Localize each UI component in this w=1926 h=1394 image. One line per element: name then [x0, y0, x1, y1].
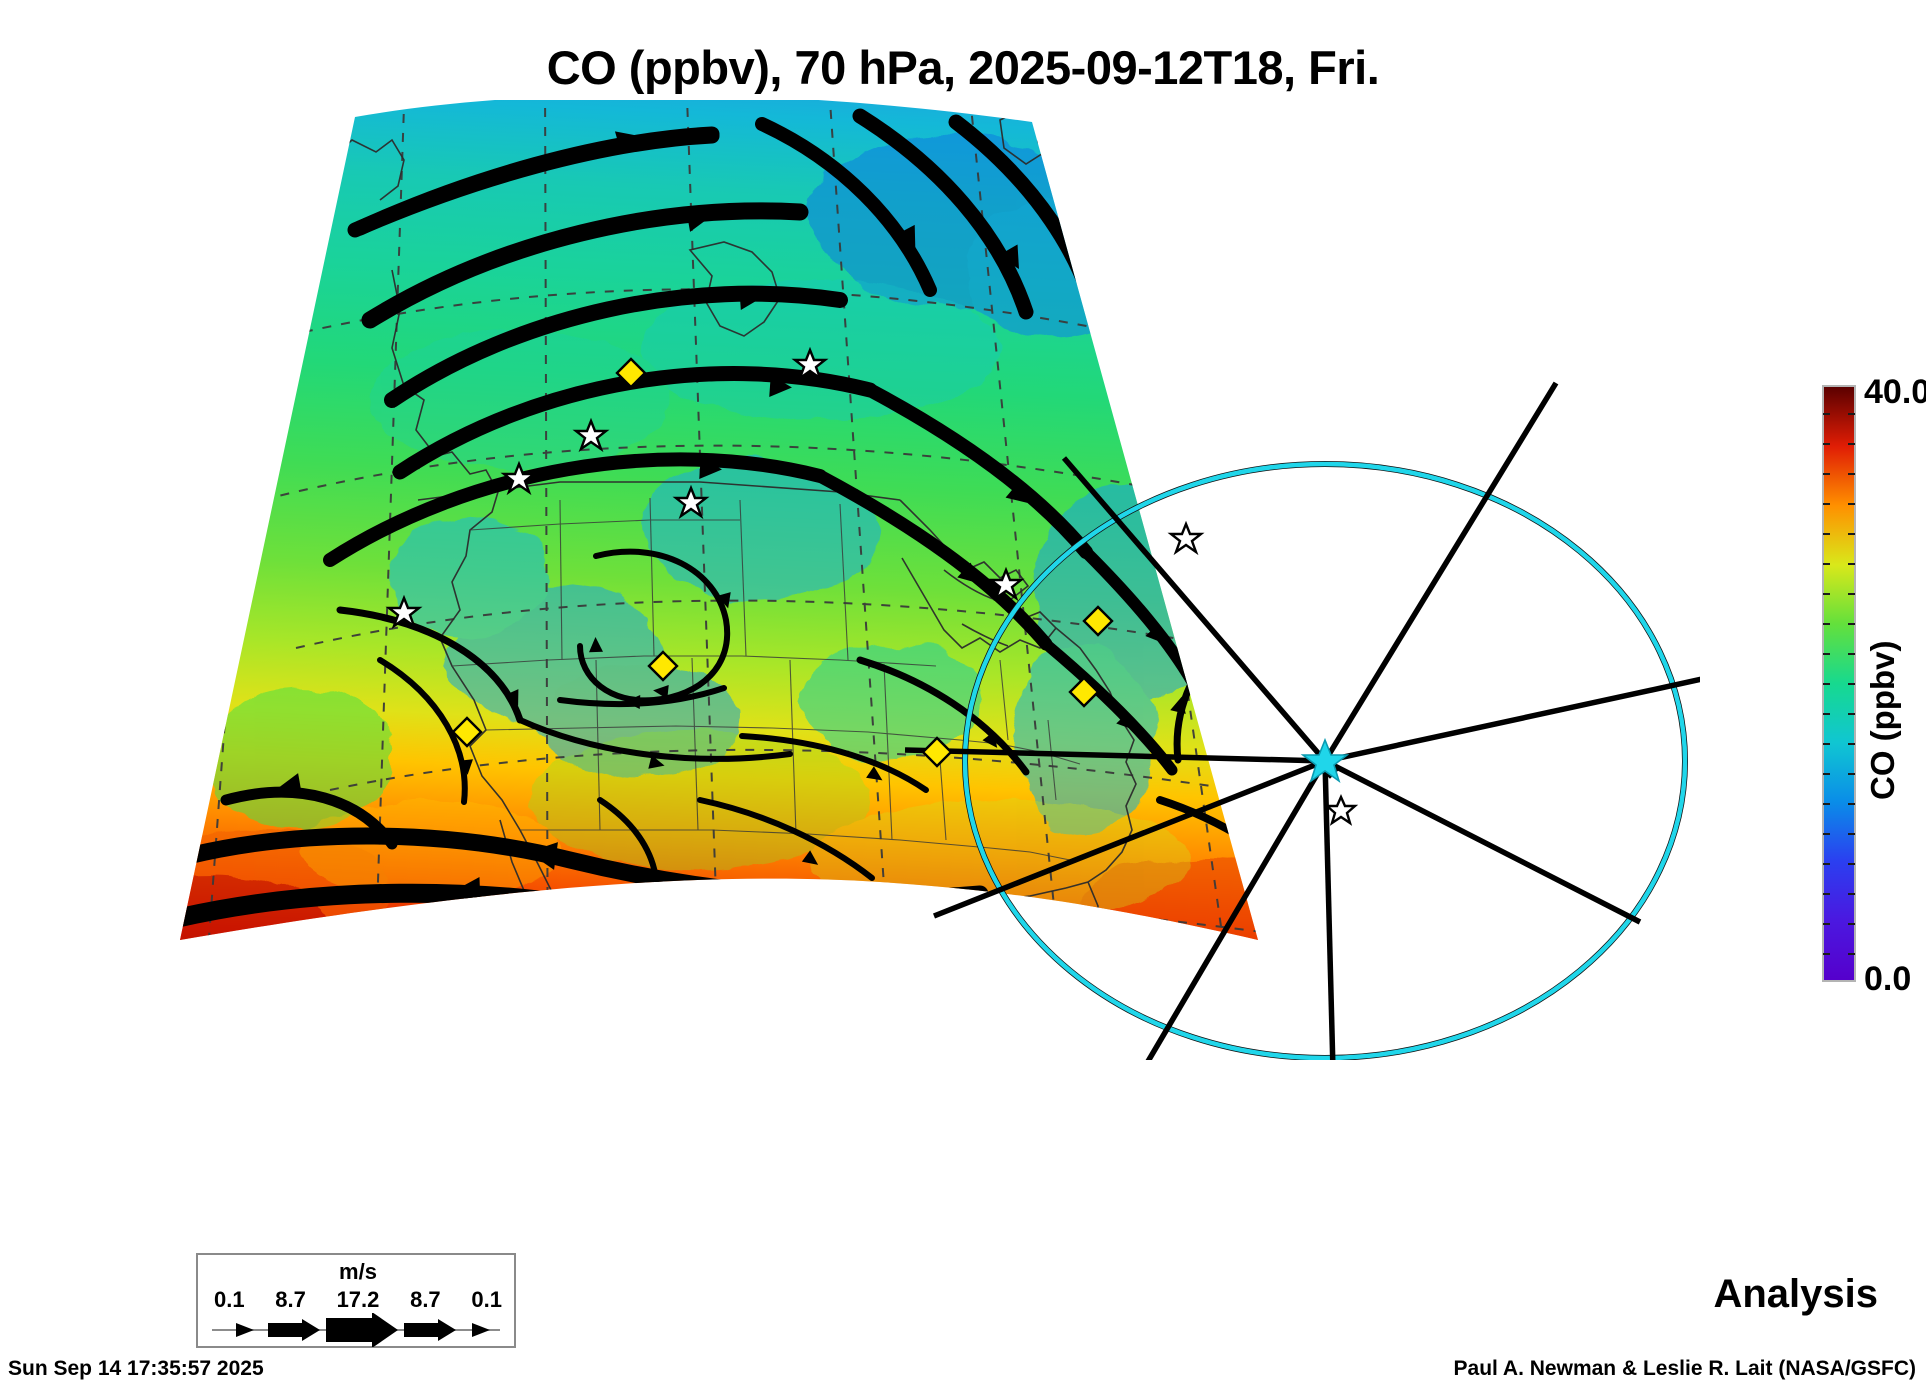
- wind-legend-value: 17.2: [336, 1287, 380, 1312]
- colorbar-max-label: 40.0: [1864, 373, 1926, 411]
- colorbar-ticks: [1822, 385, 1856, 982]
- co-field: [180, 100, 1258, 941]
- wind-legend-value: 8.7: [275, 1287, 306, 1312]
- wind-legend-value: 0.1: [214, 1287, 245, 1312]
- yellow-diamond-marker[interactable]: [1082, 605, 1114, 637]
- wind-speed-legend: m/s 0.1 8.7 17.2 8.7 0.1: [196, 1253, 516, 1348]
- yellow-diamond-marker[interactable]: [451, 716, 483, 748]
- white-star-marker[interactable]: [791, 346, 829, 382]
- yellow-diamond-marker[interactable]: [1068, 676, 1100, 708]
- white-star-marker[interactable]: [987, 566, 1025, 602]
- map-panel[interactable]: [0, 100, 1700, 1060]
- range-radials: [904, 381, 1700, 1060]
- launch-site-star-icon[interactable]: [1300, 737, 1350, 784]
- wind-legend-value: 0.1: [471, 1287, 502, 1312]
- yellow-diamond-marker[interactable]: [615, 357, 647, 389]
- author-credit: Paul A. Newman & Leslie R. Lait (NASA/GS…: [1453, 1357, 1916, 1380]
- page-title: CO (ppbv), 70 hPa, 2025-09-12T18, Fri.: [546, 41, 1380, 94]
- white-star-marker[interactable]: [572, 417, 610, 453]
- range-ring: [962, 461, 1688, 1060]
- wind-legend-unit: m/s: [339, 1259, 377, 1284]
- yellow-diamond-marker[interactable]: [647, 650, 679, 682]
- map-plot[interactable]: [0, 100, 1700, 1060]
- white-star-marker[interactable]: [1323, 794, 1359, 826]
- colorbar-axis-label: CO (ppbv): [1864, 640, 1901, 800]
- range-ring-group: [904, 381, 1700, 1060]
- analysis-label: Analysis: [1713, 1272, 1878, 1316]
- markers[interactable]: [385, 346, 1359, 826]
- generation-timestamp: Sun Sep 14 17:35:57 2025: [8, 1357, 264, 1380]
- yellow-diamond-marker[interactable]: [921, 736, 953, 768]
- white-star-marker[interactable]: [500, 460, 538, 496]
- white-star-marker[interactable]: [385, 594, 423, 630]
- white-star-marker[interactable]: [672, 484, 710, 520]
- wind-legend-arrow-icon: [212, 1313, 500, 1347]
- wind-legend-values: 0.1 8.7 17.2 8.7 0.1: [198, 1287, 518, 1313]
- wind-legend-value: 8.7: [410, 1287, 441, 1312]
- colorbar-min-label: 0.0: [1864, 960, 1912, 998]
- white-star-marker[interactable]: [1167, 520, 1205, 556]
